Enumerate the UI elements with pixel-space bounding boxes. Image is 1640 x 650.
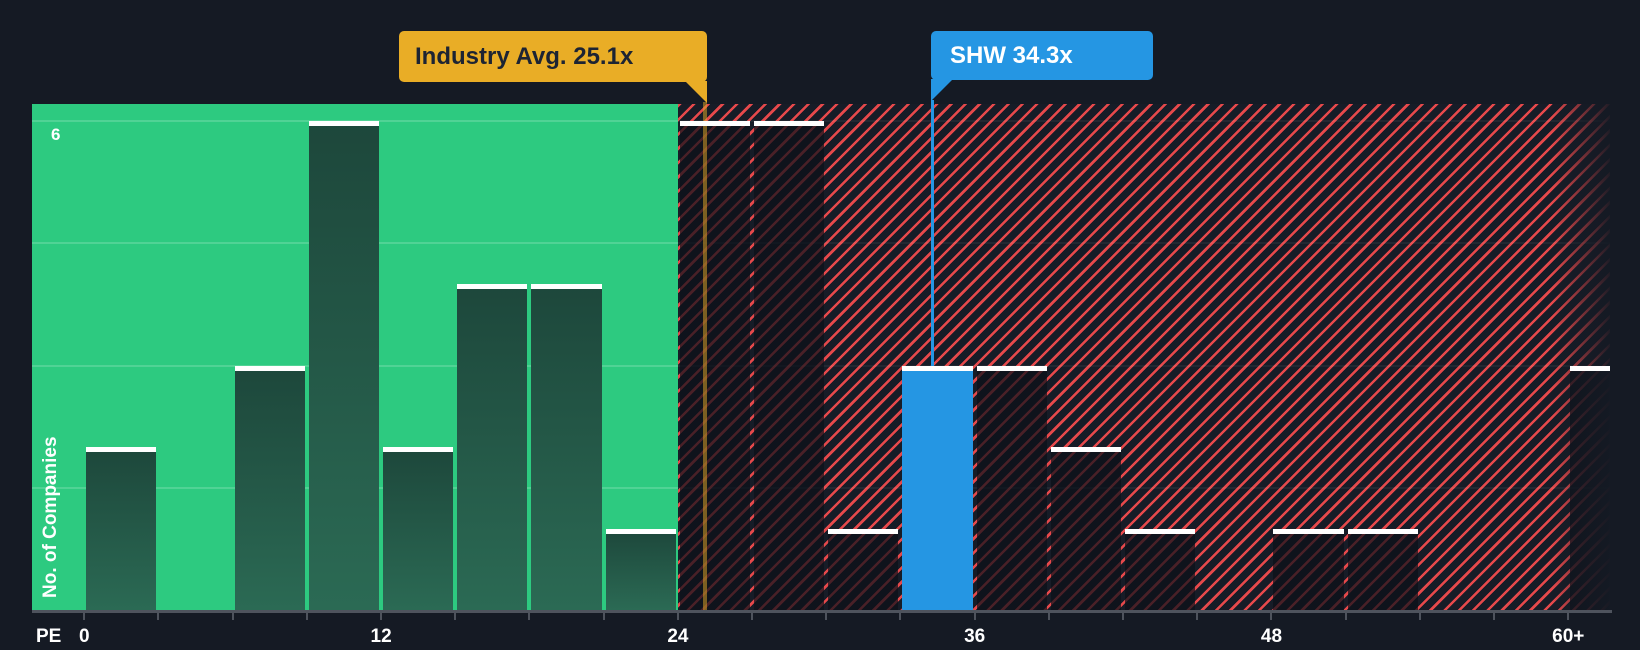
x-tick-label: 12 [370,626,392,647]
x-tick [380,613,383,620]
histogram-bar [1125,528,1196,610]
x-tick [1047,613,1050,620]
x-tick [83,613,86,620]
zone-above-average [678,104,1610,610]
x-tick [899,613,902,620]
bar-cap [1273,528,1344,534]
histogram-bar [828,528,899,610]
right-edge-fade [1552,104,1610,610]
histogram-bar [308,121,380,610]
x-tick [231,613,234,620]
gridline [678,486,1610,489]
x-tick [973,613,976,620]
bar-cap [754,121,825,126]
y-axis-title: No. of Companies [40,436,61,598]
x-tick [602,613,605,620]
company-flag-tail [931,79,953,101]
gridline [678,120,1610,122]
industry-avg-flag-tail [685,81,707,103]
x-axis-line [32,610,1612,613]
x-tick [528,613,531,620]
x-tick [1270,613,1273,620]
histogram-bar [86,447,157,610]
histogram-bar [976,365,1047,610]
x-tick [305,613,308,620]
bar-cap [383,447,454,452]
gridline [678,242,1610,245]
bar-cap [976,365,1047,371]
x-tick [454,613,457,620]
x-tick [1122,613,1125,620]
industry-avg-line [703,102,707,610]
histogram-bar [1050,447,1122,610]
bar-cap [1570,365,1610,371]
x-tick [1493,613,1496,620]
x-tick [157,613,160,620]
histogram-bar [457,284,528,610]
bar-cap [531,284,602,289]
histogram-bar [754,121,825,610]
bar-cap [234,365,305,371]
x-tick [751,613,754,620]
bar-cap [605,528,676,534]
bar-cap [679,121,751,126]
x-axis-title: PE [36,626,62,647]
bar-cap [86,447,157,452]
bar-cap [902,365,973,371]
x-tick [1567,613,1570,620]
bar-cap [1125,528,1196,534]
company-flag: SHW 34.3x [931,31,1153,80]
bar-cap [828,528,899,534]
gridline [678,364,1610,367]
bar-cap [457,284,528,289]
bar-cap [308,121,380,126]
histogram-bar [1273,528,1344,610]
x-tick-label: 36 [964,626,986,647]
x-tick-label: 24 [667,626,689,647]
x-tick-label: 48 [1260,626,1283,647]
histogram-bar [1347,528,1418,610]
histogram-bar [531,284,602,610]
histogram-bar [234,365,305,610]
company-histogram-bar [902,365,973,610]
x-tick [1196,613,1199,620]
x-tick [825,613,828,620]
company-pe-line [931,100,934,366]
industry-avg-flag: Industry Avg. 25.1x [399,31,708,82]
x-tick [1418,613,1421,620]
x-tick [1344,613,1347,620]
histogram-bar [679,121,751,610]
histogram-bar [383,447,454,610]
bar-cap [1347,528,1418,534]
bar-cap [1050,447,1122,452]
x-tick-label: 60+ [1552,626,1585,647]
histogram-bar [605,528,676,610]
y-axis-max-tick-label: 6 [51,125,61,144]
red-hatch-pattern [678,104,1610,610]
x-tick [676,613,679,620]
x-tick-label: 0 [79,626,90,647]
